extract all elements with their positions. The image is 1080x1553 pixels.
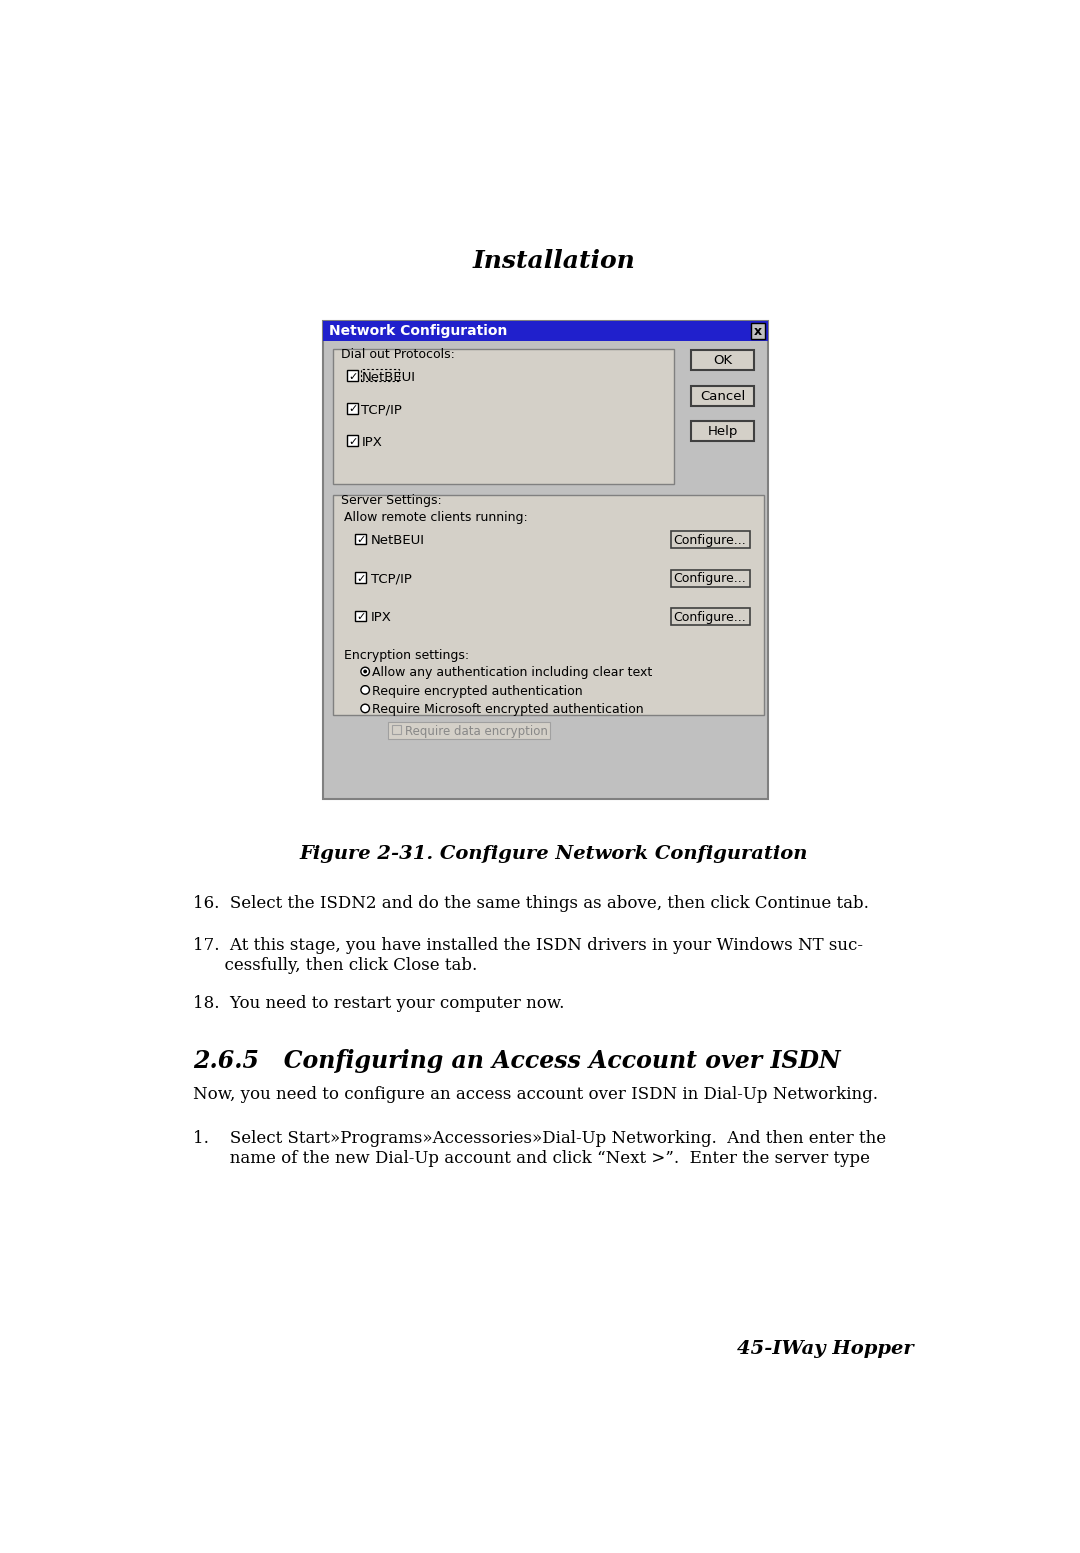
Text: Configure...: Configure... — [674, 610, 746, 624]
Text: 2.6.5   Configuring an Access Account over ISDN: 2.6.5 Configuring an Access Account over… — [193, 1048, 840, 1073]
Text: ✓: ✓ — [355, 536, 365, 545]
Bar — [691, 351, 754, 370]
Text: TCP/IP: TCP/IP — [370, 573, 411, 585]
Text: OK: OK — [713, 354, 732, 367]
Bar — [691, 385, 754, 405]
Bar — [671, 531, 750, 548]
Text: ✓: ✓ — [355, 612, 365, 623]
Text: Allow remote clients running:: Allow remote clients running: — [345, 511, 528, 523]
Text: 45-IWay Hopper: 45-IWay Hopper — [738, 1340, 914, 1357]
Text: 16.  Select the ISDN2 and do the same things as above, then click Continue tab.: 16. Select the ISDN2 and do the same thi… — [193, 895, 869, 912]
Text: TCP/IP: TCP/IP — [362, 404, 402, 416]
Text: 18.  You need to restart your computer now.: 18. You need to restart your computer no… — [193, 995, 565, 1013]
Circle shape — [361, 686, 369, 694]
Text: NetBEUI: NetBEUI — [362, 371, 416, 384]
Text: 1.    Select Start»Programs»Accessories»Dial-Up Networking.  And then enter the: 1. Select Start»Programs»Accessories»Dia… — [193, 1129, 887, 1146]
Text: Allow any authentication including clear text: Allow any authentication including clear… — [373, 666, 652, 679]
Bar — [671, 609, 750, 626]
Bar — [348, 402, 359, 413]
Bar — [392, 725, 401, 735]
Bar — [323, 321, 768, 798]
Bar — [355, 572, 366, 582]
Text: Installation: Installation — [472, 250, 635, 273]
Bar — [361, 370, 400, 380]
Text: Require Microsoft encrypted authentication: Require Microsoft encrypted authenticati… — [373, 704, 644, 716]
Text: Require encrypted authentication: Require encrypted authentication — [373, 685, 583, 697]
Text: ✓: ✓ — [348, 371, 357, 382]
Text: Network Configuration: Network Configuration — [328, 325, 508, 339]
Text: name of the new Dial-Up account and click “Next >”.  Enter the server type: name of the new Dial-Up account and clic… — [193, 1149, 870, 1166]
Text: Help: Help — [707, 426, 738, 438]
Text: Configure...: Configure... — [674, 534, 746, 547]
Text: IPX: IPX — [362, 436, 382, 449]
Bar — [671, 570, 750, 587]
Text: IPX: IPX — [370, 612, 391, 624]
Text: Encryption settings:: Encryption settings: — [345, 649, 470, 662]
Text: Configure...: Configure... — [674, 572, 746, 585]
Bar — [388, 722, 551, 739]
Circle shape — [361, 668, 369, 676]
Bar — [691, 421, 754, 441]
Text: 17.  At this stage, you have installed the ISDN drivers in your Windows NT suc-: 17. At this stage, you have installed th… — [193, 936, 863, 954]
Text: Cancel: Cancel — [700, 390, 745, 402]
Text: cessfully, then click Close tab.: cessfully, then click Close tab. — [193, 957, 477, 974]
Text: ✓: ✓ — [348, 404, 357, 415]
Text: NetBEUI: NetBEUI — [370, 534, 424, 547]
Circle shape — [361, 704, 369, 713]
Bar — [355, 534, 366, 545]
Text: Now, you need to configure an access account over ISDN in Dial-Up Networking.: Now, you need to configure an access acc… — [193, 1086, 878, 1103]
Bar — [323, 321, 768, 342]
Text: Require data encryption: Require data encryption — [405, 725, 548, 738]
Text: ✓: ✓ — [348, 436, 357, 447]
Text: x: x — [754, 325, 762, 339]
Text: Server Settings:: Server Settings: — [341, 494, 442, 508]
Bar — [348, 435, 359, 446]
Text: Dial out Protocols:: Dial out Protocols: — [341, 348, 455, 360]
Bar — [334, 349, 674, 483]
Bar — [334, 495, 764, 714]
Circle shape — [363, 669, 367, 674]
Bar — [751, 323, 765, 339]
Bar — [348, 370, 359, 380]
Bar — [355, 610, 366, 621]
Text: ✓: ✓ — [355, 573, 365, 584]
Text: Figure 2-31. Configure Network Configuration: Figure 2-31. Configure Network Configura… — [299, 845, 808, 863]
